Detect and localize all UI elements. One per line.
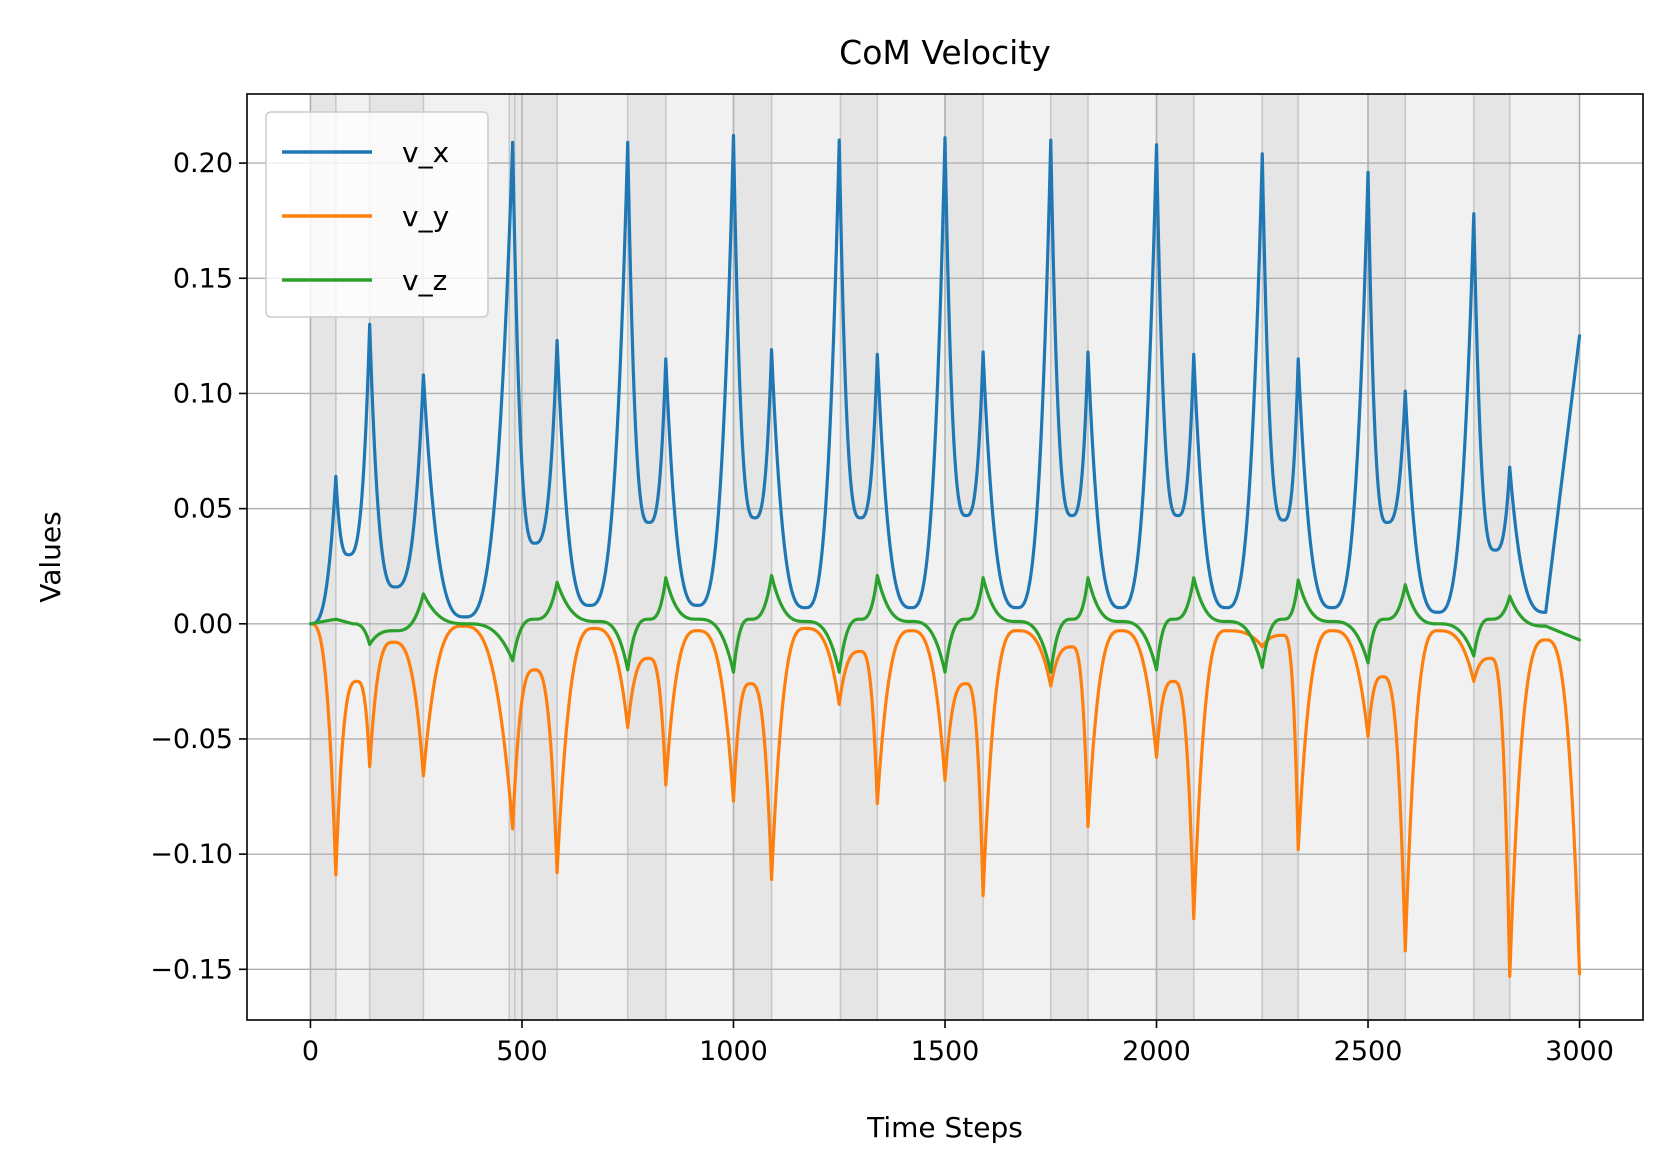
x-axis-label: Time Steps [866, 1111, 1023, 1144]
phase-band-double-support [1087, 94, 1157, 1020]
phase-band-double-support [1509, 94, 1580, 1020]
legend-label-v-y: v_y [402, 200, 449, 233]
y-tick-label: −0.10 [150, 839, 233, 870]
phase-band-double-support [1298, 94, 1369, 1020]
y-tick-label: −0.05 [150, 724, 233, 755]
legend: v_x v_y v_z [265, 111, 489, 318]
legend-label-v-z: v_z [402, 264, 447, 297]
x-tick-label: 2000 [1122, 1036, 1191, 1067]
phase-band-double-support [557, 94, 628, 1020]
phase-band-single-support [627, 94, 666, 1020]
y-axis-label: Values [34, 511, 67, 602]
x-tick-label: 500 [496, 1036, 548, 1067]
y-tick-label: 0.15 [173, 263, 233, 294]
phase-band-single-support [1473, 94, 1510, 1020]
phase-band-double-support [1193, 94, 1263, 1020]
x-tick-label: 1000 [699, 1036, 768, 1067]
x-tick-label: 1500 [911, 1036, 980, 1067]
phase-band-double-support [771, 94, 841, 1020]
legend-label-v-x: v_x [402, 136, 449, 169]
phase-band-single-support [514, 94, 558, 1020]
phase-band-double-support [983, 94, 1051, 1020]
y-tick-label: 0.20 [173, 148, 233, 179]
phase-band-single-support [840, 94, 878, 1020]
x-axis-ticks: 0 500 1000 1500 2000 2500 3000 [302, 1020, 1614, 1067]
y-axis-ticks: −0.15 −0.10 −0.05 0.00 0.05 0.10 0.15 0.20 [150, 148, 247, 985]
y-tick-label: 0.10 [173, 378, 233, 409]
phase-band-double-support [665, 94, 734, 1020]
series-line-v-z [308, 573, 1582, 674]
phase-band-single-support [1368, 94, 1406, 1020]
phase-band-double-support [1405, 94, 1474, 1020]
series-line-v-y [308, 622, 1582, 978]
legend-box [265, 111, 489, 318]
x-tick-label: 2500 [1334, 1036, 1403, 1067]
series-line-v-x [308, 133, 1582, 626]
series-lines [308, 133, 1582, 978]
y-tick-label: −0.15 [150, 954, 233, 985]
y-tick-label: 0.05 [173, 494, 233, 525]
x-tick-label: 0 [302, 1036, 319, 1067]
phase-band-single-support [945, 94, 984, 1020]
phase-band-double-support [877, 94, 945, 1020]
phase-band-single-support [1050, 94, 1088, 1020]
phase-band-single-support [733, 94, 772, 1020]
y-tick-label: 0.00 [173, 609, 233, 640]
chart-title: CoM Velocity [839, 33, 1051, 72]
phase-band-single-support [509, 94, 515, 1020]
phase-band-single-support [1262, 94, 1299, 1020]
phase-band-single-support [1156, 94, 1194, 1020]
x-tick-label: 3000 [1545, 1036, 1614, 1067]
